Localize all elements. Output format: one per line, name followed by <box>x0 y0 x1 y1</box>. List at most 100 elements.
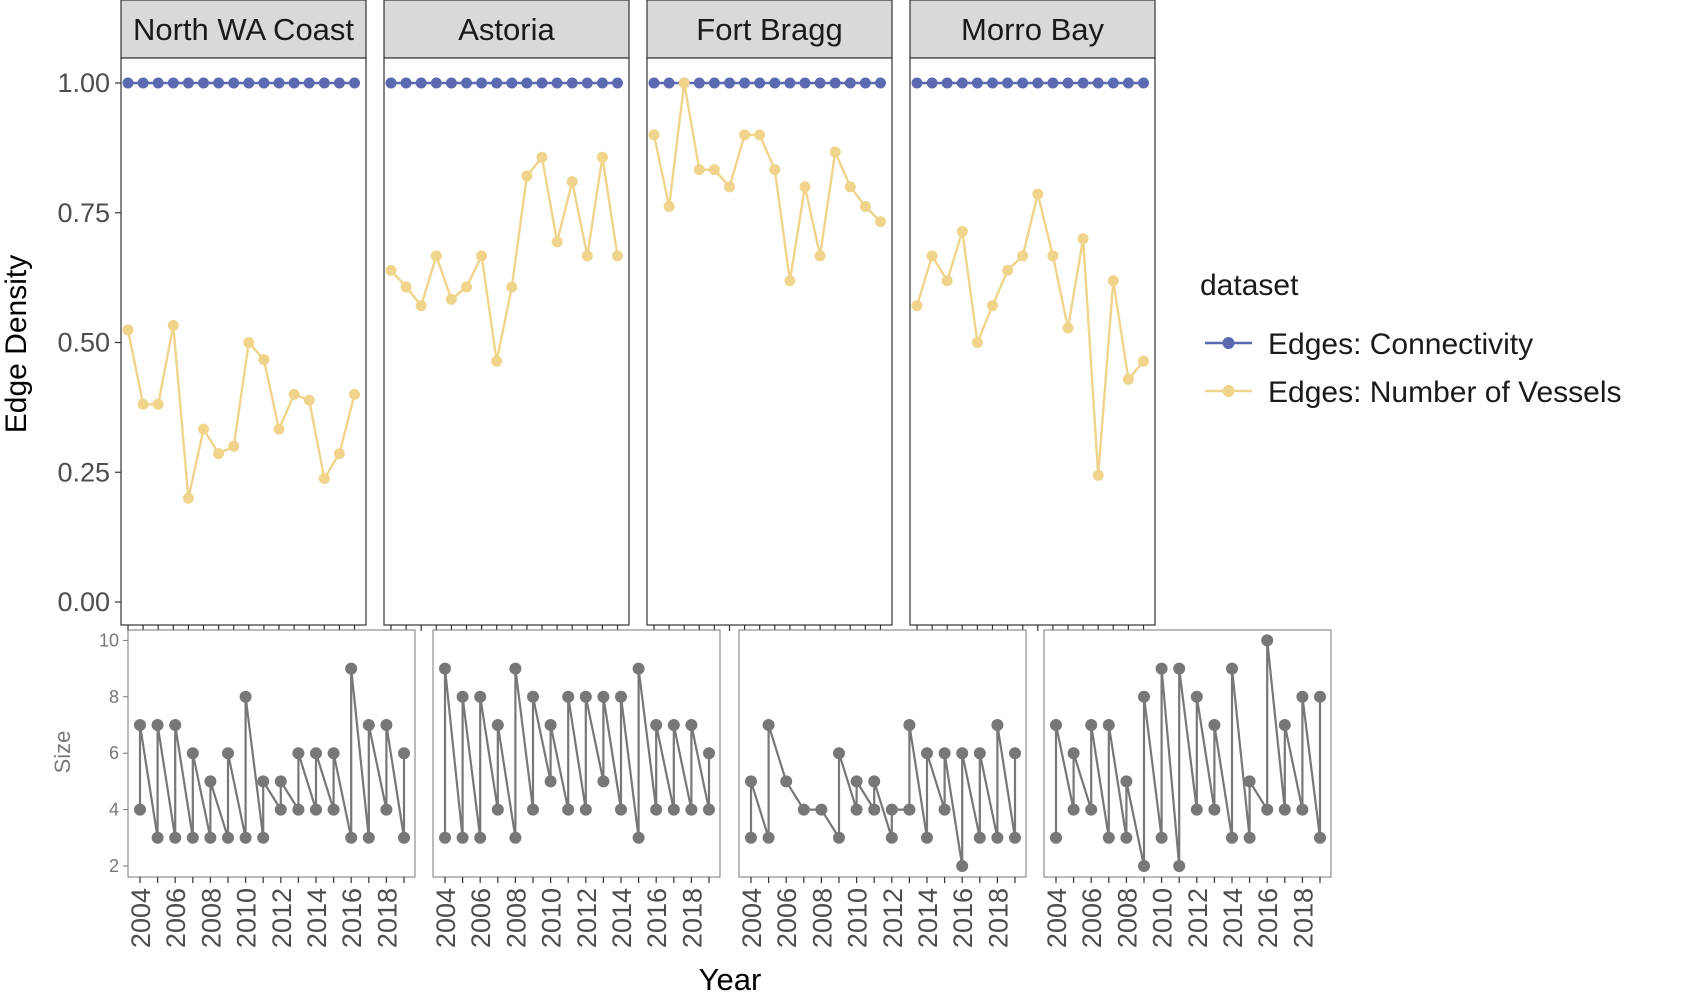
size-data-point <box>850 803 863 816</box>
size-data-point <box>1226 831 1238 844</box>
data-point-edges-connectivity <box>273 77 285 89</box>
data-point-edges-connectivity <box>198 77 209 89</box>
data-point-edges-number-of-vessels <box>799 181 811 193</box>
size-x-tick-label: 2014 <box>607 888 637 948</box>
data-point-edges-connectivity <box>303 77 315 89</box>
size-data-point <box>685 803 698 816</box>
data-point-edges-number-of-vessels <box>333 448 345 460</box>
size-data-point <box>1314 690 1326 703</box>
data-point-edges-number-of-vessels <box>648 129 660 141</box>
data-point-edges-connectivity <box>581 77 593 89</box>
data-point-edges-connectivity <box>152 77 164 89</box>
data-point-edges-connectivity <box>956 77 968 89</box>
size-data-point <box>1009 747 1021 760</box>
size-data-point <box>991 831 1004 844</box>
size-data-point <box>745 775 757 788</box>
size-series-line-morro-bay <box>1054 640 1322 867</box>
size-x-tick-label: 2018 <box>372 888 402 948</box>
size-data-point <box>667 719 680 731</box>
size-data-point <box>1278 803 1291 816</box>
size-x-tick-label: 2008 <box>1112 888 1142 948</box>
size-y-tick-label: 8 <box>109 687 119 707</box>
data-point-edges-number-of-vessels <box>596 151 608 163</box>
size-x-tick-label: 2018 <box>677 888 707 948</box>
data-point-edges-connectivity <box>987 77 998 89</box>
size-data-point <box>222 747 234 760</box>
data-point-edges-connectivity <box>1138 77 1149 89</box>
size-x-tick-label: 2016 <box>337 888 367 948</box>
data-point-edges-number-of-vessels <box>612 250 623 262</box>
legend-key-point <box>1222 337 1235 349</box>
size-data-point <box>1173 860 1186 872</box>
size-x-tick-label: 2010 <box>232 888 262 948</box>
size-data-point <box>1155 831 1168 844</box>
size-data-point <box>956 860 969 872</box>
y-tick-label: 1.00 <box>57 68 110 98</box>
data-point-edges-connectivity <box>167 77 179 89</box>
size-data-point <box>544 719 557 731</box>
data-point-edges-connectivity <box>754 77 766 89</box>
size-x-tick-label: 2008 <box>807 888 837 948</box>
data-point-edges-number-of-vessels <box>814 250 826 262</box>
size-data-point <box>597 775 610 788</box>
size-data-point <box>885 831 898 844</box>
data-point-edges-connectivity <box>844 77 856 89</box>
data-point-edges-number-of-vessels <box>491 355 503 367</box>
size-data-point <box>1138 690 1150 703</box>
size-data-point <box>833 747 845 760</box>
size-data-point <box>938 747 951 760</box>
size-x-tick-label: 2014 <box>302 888 332 948</box>
size-data-point <box>597 690 610 703</box>
data-point-edges-number-of-vessels <box>1032 188 1044 200</box>
size-data-point <box>491 719 504 731</box>
size-data-point <box>650 719 663 731</box>
data-point-edges-connectivity <box>739 77 751 89</box>
size-x-tick-label: 2014 <box>1218 888 1248 948</box>
data-point-edges-connectivity <box>288 77 300 89</box>
facet-panel-astoria <box>383 57 630 626</box>
data-point-edges-number-of-vessels <box>213 448 225 460</box>
size-data-point <box>186 831 199 844</box>
size-x-tick-label: 2012 <box>572 888 602 948</box>
facet-title-morro-bay: Morro Bay <box>961 12 1104 47</box>
data-point-edges-number-of-vessels <box>521 170 533 182</box>
data-point-edges-number-of-vessels <box>182 492 194 504</box>
data-point-edges-number-of-vessels <box>349 388 360 400</box>
legend-key-point <box>1222 385 1235 397</box>
size-data-point <box>562 803 575 816</box>
size-data-point <box>1278 719 1291 731</box>
size-y-axis-title: Size <box>50 731 75 774</box>
size-data-point <box>579 803 592 816</box>
data-point-edges-connectivity <box>476 77 488 89</box>
size-data-point <box>562 690 575 703</box>
size-data-point <box>134 719 146 731</box>
data-point-edges-connectivity <box>137 77 149 89</box>
data-point-edges-connectivity <box>941 77 953 89</box>
size-data-point <box>903 803 916 816</box>
data-point-edges-connectivity <box>536 77 548 89</box>
size-data-point <box>169 719 182 731</box>
data-point-edges-number-of-vessels <box>693 164 705 176</box>
data-point-edges-number-of-vessels <box>581 250 593 262</box>
size-data-point <box>1261 634 1274 647</box>
size-data-point <box>615 690 627 703</box>
size-x-tick-label: 2018 <box>1288 888 1318 948</box>
size-x-tick-label: 2004 <box>1042 888 1072 948</box>
data-point-edges-connectivity <box>1047 77 1059 89</box>
size-data-point <box>292 803 305 816</box>
data-point-edges-number-of-vessels <box>678 77 690 89</box>
y-tick-label: 0.50 <box>57 328 110 358</box>
size-x-tick-label: 2004 <box>126 888 156 948</box>
size-x-tick-label: 2008 <box>501 888 531 948</box>
size-data-point <box>868 803 881 816</box>
size-data-point <box>1120 775 1133 788</box>
size-data-point <box>491 803 504 816</box>
size-data-point <box>274 775 287 788</box>
data-point-edges-connectivity <box>612 77 623 89</box>
data-point-edges-connectivity <box>258 77 270 89</box>
data-point-edges-number-of-vessels <box>1017 250 1029 262</box>
y-tick-label: 0.25 <box>57 457 110 487</box>
data-point-edges-number-of-vessels <box>956 225 968 237</box>
